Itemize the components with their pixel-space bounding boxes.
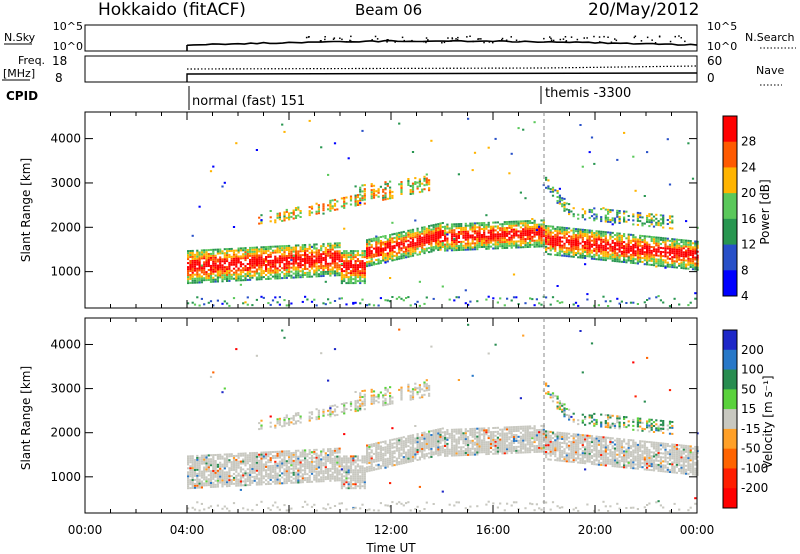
power-ylabel: Slant Range [km] [19,158,33,262]
colorbar-swatch [723,116,737,143]
colorbar-tick-label: 16 [741,212,756,226]
colorbar-swatch [723,167,737,194]
colorbar-tick-label: 100 [741,363,764,377]
colorbar-swatch [723,468,737,489]
beam-title: Beam 06 [355,1,422,19]
colorbar-tick-label: -15 [741,422,761,436]
time-axis: 00:00 04:00 08:00 12:00 16:00 20:00 00:00 [68,523,715,537]
colorbar-tick-label: 15 [741,402,756,416]
colorbar-tick-label: 24 [741,160,756,174]
velocity-ylabel: Slant Range [km] [19,366,33,470]
velocity-heatmap [187,323,699,513]
freq-label: Freq. [18,54,45,67]
colorbar-swatch [723,270,737,297]
nsearch-label: N.Search [745,31,795,44]
time-tick-label: 16:00 [476,523,511,537]
colorbar-tick-label: 20 [741,186,756,200]
time-tick-label: 00:00 [680,523,715,537]
colorbar-swatch [723,218,737,246]
nsky-tick-bottom: 10^0 [53,40,83,53]
power-colorbar-label: Power [dB] [758,179,772,244]
date-title: 20/May/2012 [588,0,700,20]
colorbar-tick-label: 200 [741,343,764,357]
freq-panel [84,55,698,83]
colorbar-swatch [723,330,737,351]
colorbar-tick-label: 4 [741,289,749,303]
colorbar-swatch [723,244,737,271]
colorbar-tick-label: 28 [741,135,756,149]
cpid-mode-1: normal (fast) 151 [192,94,305,109]
range-tick-label: 1000 [50,470,81,484]
velocity-colorbar: 200 100 50 15 -15 -50 -100 -200 [722,329,768,509]
colorbar-swatch [723,448,737,469]
colorbar-swatch [723,369,737,390]
colorbar-swatch [723,141,737,168]
nave-label: Nave [756,64,784,77]
colorbar-tick-label: 12 [741,238,756,252]
nave-tick-bottom: 0 [707,71,715,85]
nsky-trace [186,35,698,51]
range-tick-label: 2000 [50,426,81,440]
cpid-label: CPID [6,89,38,103]
time-tick-label: 08:00 [272,523,307,537]
colorbar-tick-label: -100 [741,461,768,475]
range-tick-label: 1000 [50,265,81,279]
freq-tick-top: 18 [52,54,67,68]
station-title: Hokkaido (fitACF) [98,0,246,20]
colorbar-swatch [723,389,737,410]
power-colorbar: 28 24 20 16 12 8 4 [722,115,756,303]
nsearch-tick-top: 10^5 [707,20,737,33]
time-tick-label: 04:00 [170,523,205,537]
time-axis-label: Time UT [365,541,416,554]
velocity-axis: 1000 2000 3000 4000 [50,318,698,513]
colorbar-swatch [723,193,737,220]
range-tick-label: 3000 [50,176,81,190]
freq-unit: [MHz] [3,67,35,80]
cpid-mode-2: themis -3300 [545,86,631,101]
nsky-label: N.Sky [4,31,36,44]
range-tick-label: 4000 [50,132,81,146]
time-tick-label: 20:00 [578,523,613,537]
velocity-colorbar-label: Velocity [m s⁻¹] [761,375,775,468]
colorbar-swatch [723,409,737,430]
power-heatmap [187,117,699,308]
range-tick-label: 4000 [50,337,81,351]
freq-tick-bottom: 8 [55,71,63,85]
nave-tick-top: 60 [707,54,722,68]
nsearch-tick-bottom: 10^0 [707,40,737,53]
range-tick-label: 3000 [50,382,81,396]
range-tick-label: 2000 [50,220,81,234]
colorbar-tick-label: 50 [741,382,756,396]
colorbar-tick-label: -50 [741,442,761,456]
colorbar-swatch [723,428,737,450]
colorbar-swatch [723,349,737,371]
time-tick-label: 00:00 [68,523,103,537]
freq-trace [186,65,698,82]
colorbar-swatch [723,488,737,509]
colorbar-tick-label: 8 [741,263,749,277]
time-tick-label: 12:00 [374,523,409,537]
nsky-tick-top: 10^5 [53,20,83,33]
power-axis: 1000 2000 3000 4000 [50,112,698,308]
colorbar-tick-label: -200 [741,481,768,495]
nsky-panel [84,24,698,52]
